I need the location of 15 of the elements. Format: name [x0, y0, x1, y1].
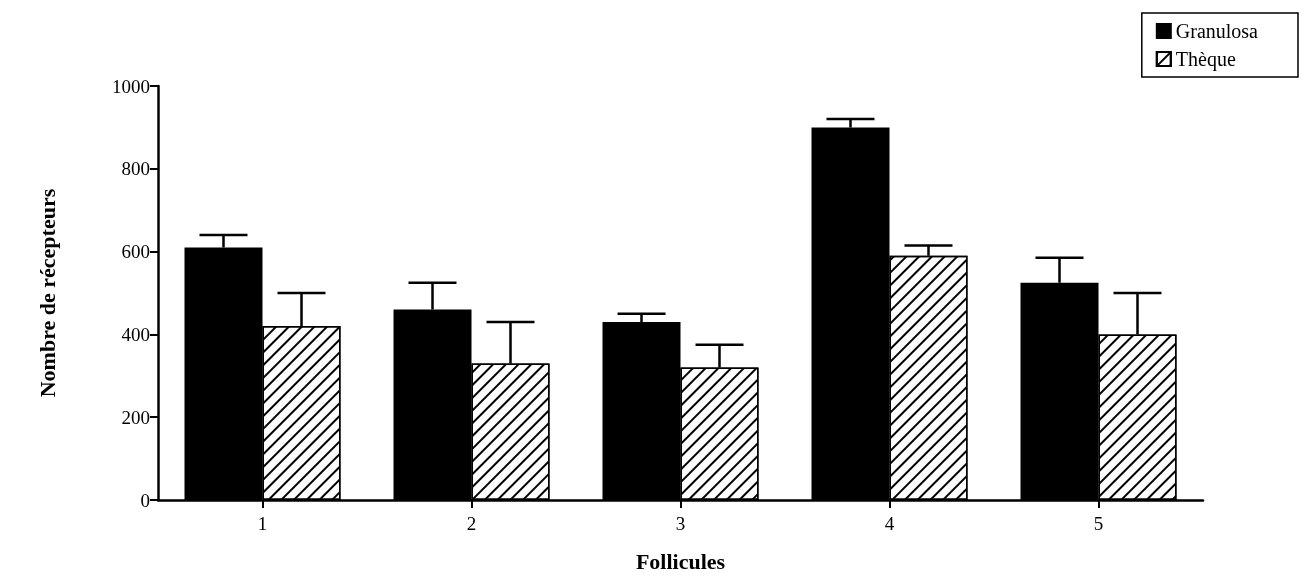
legend-label: Thèque — [1175, 48, 1236, 71]
y-tick-label: 400 — [121, 323, 150, 345]
y-tick-label: 0 — [140, 489, 150, 511]
legend-label: Granulosa — [1175, 20, 1259, 42]
y-tick-label: 1000 — [112, 75, 150, 97]
x-tick-label: 3 — [675, 513, 686, 534]
x-tick-label: 5 — [1093, 513, 1104, 534]
x-tick-label: 4 — [884, 513, 895, 534]
x-tick-label: 2 — [466, 513, 477, 534]
y-tick-label: 600 — [121, 241, 150, 263]
y-tick-label: 200 — [121, 406, 150, 428]
y-tick-label: 800 — [121, 158, 150, 180]
x-axis-title: Follicules — [635, 548, 726, 574]
y-axis-title: Nombre de récepteurs — [34, 188, 60, 398]
x-tick-label: 1 — [257, 513, 268, 534]
